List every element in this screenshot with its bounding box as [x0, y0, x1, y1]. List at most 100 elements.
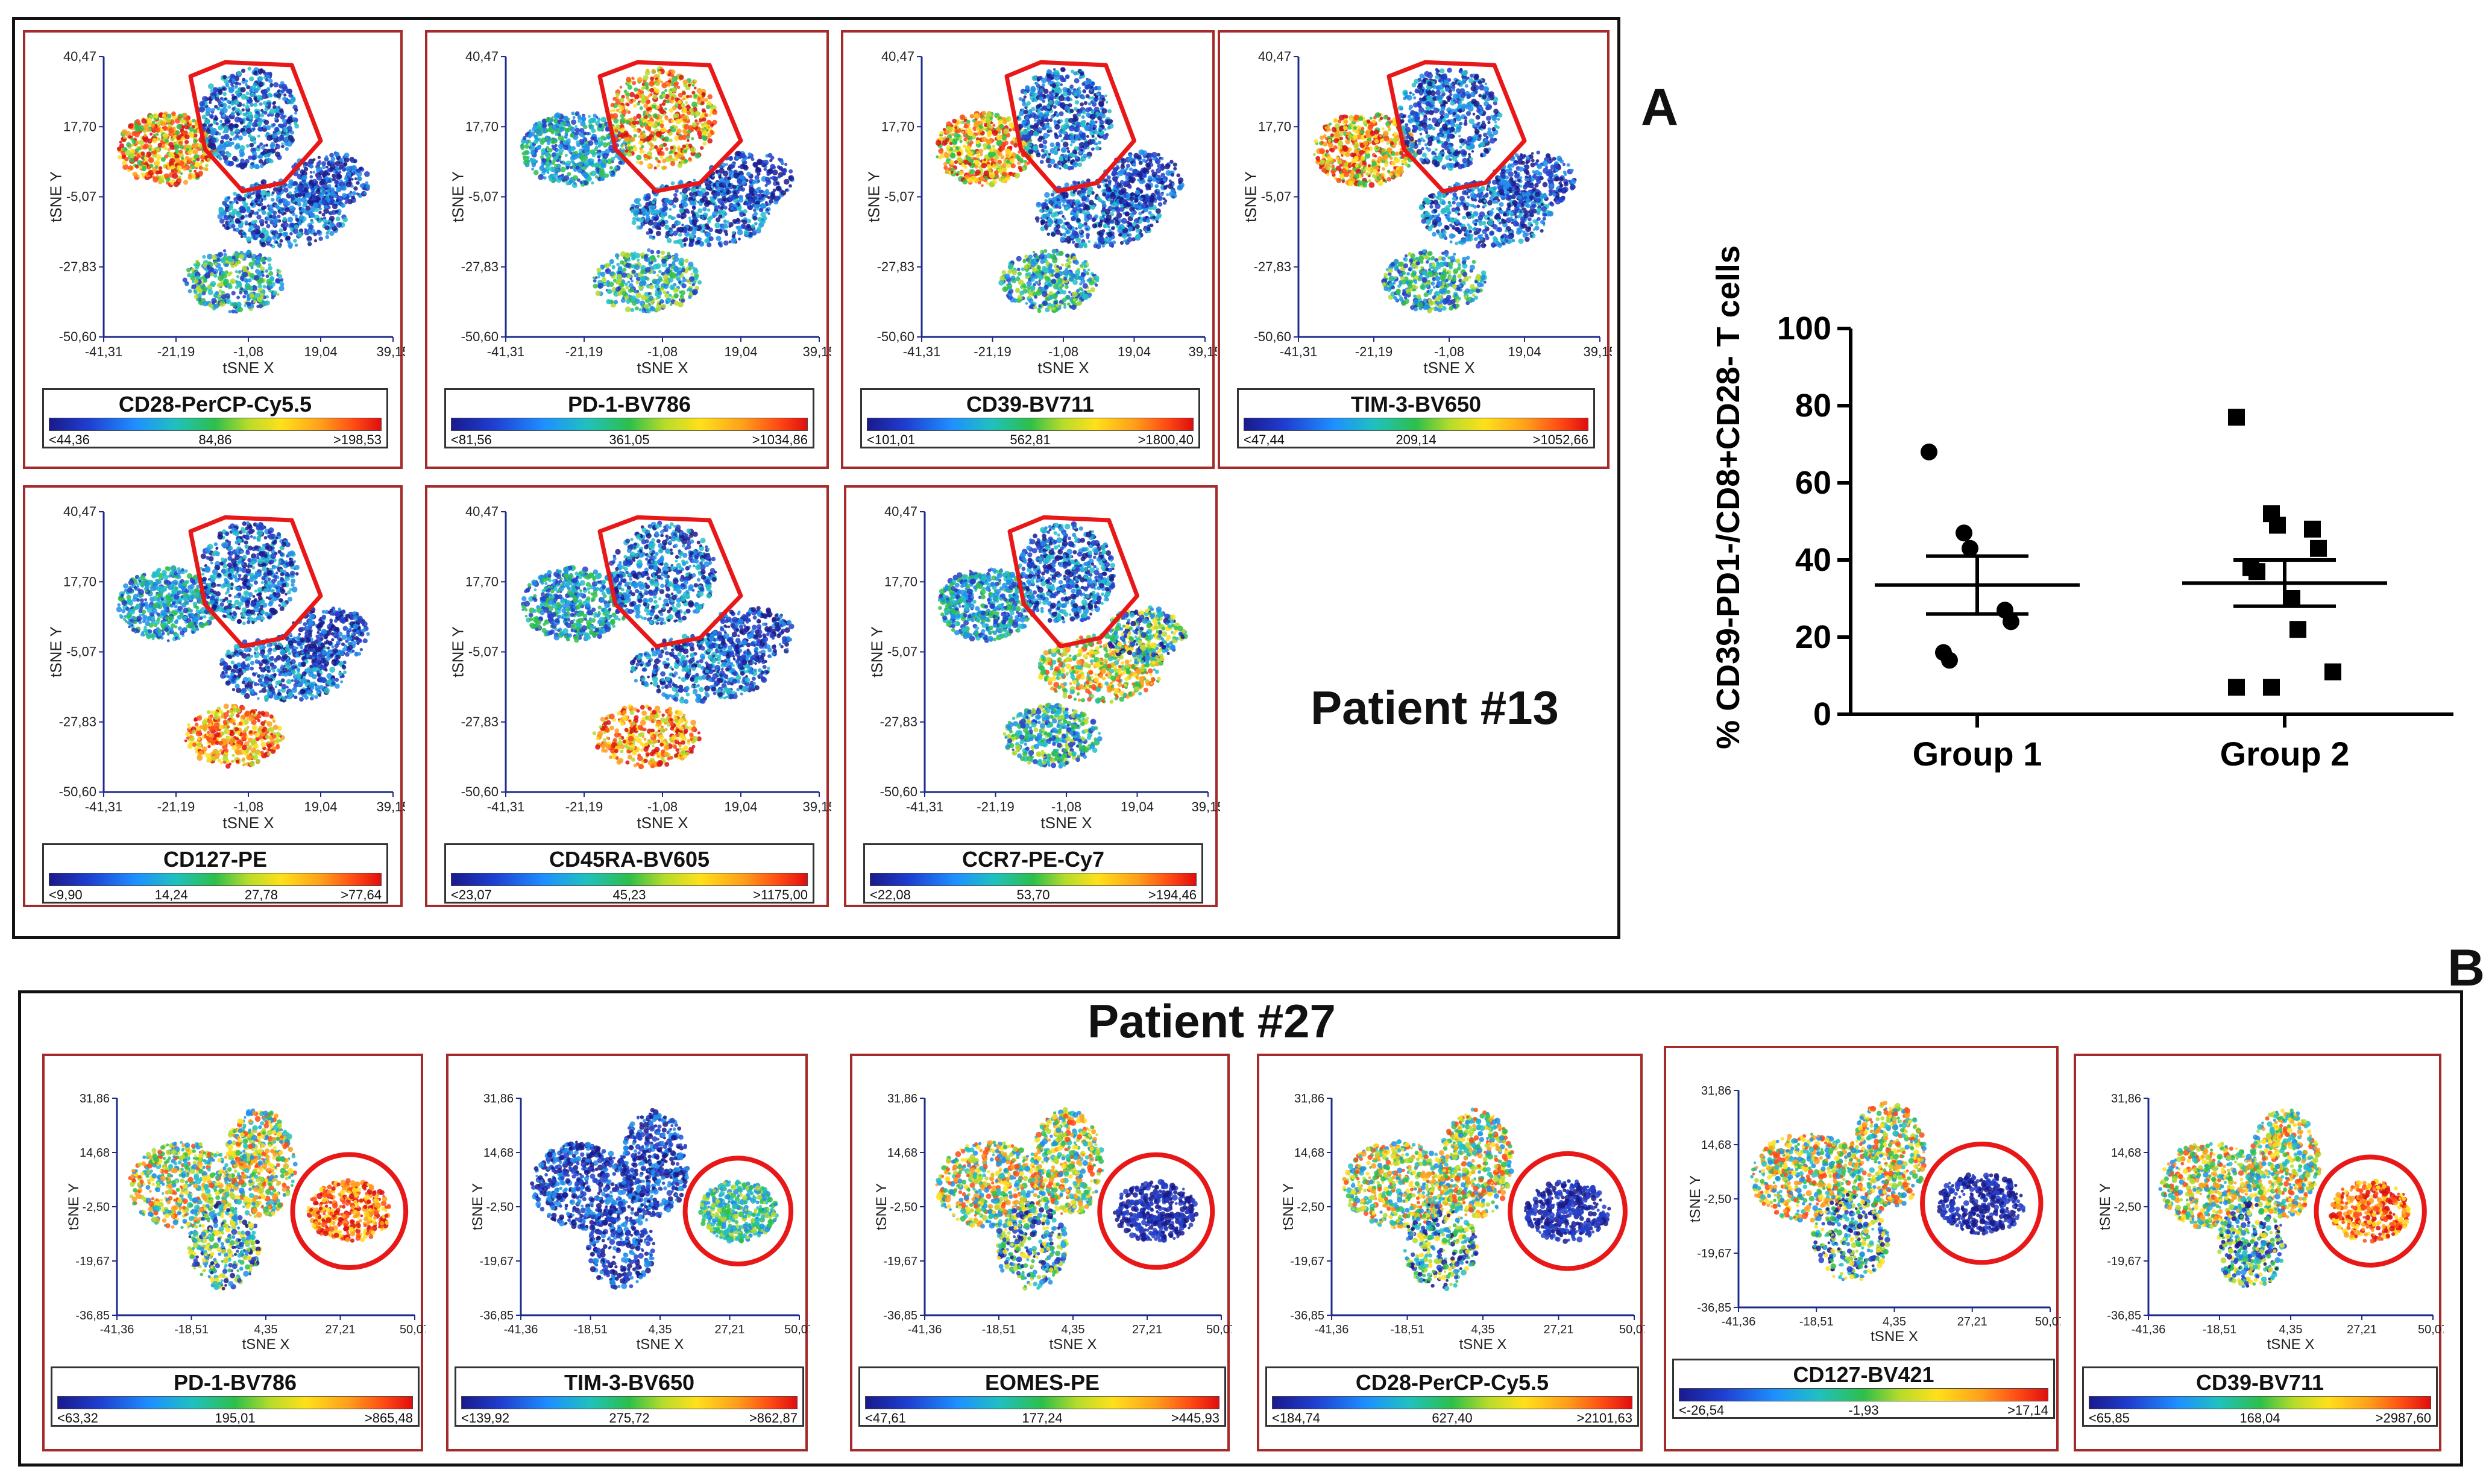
data-point-circle: [1921, 443, 1937, 461]
section-b-tsne-plot-5: 31,86 14,68 -2,50 -19,67 -36,85-41,36 -18,51 4…: [1687, 1084, 2061, 1345]
y-tick-label: -2,50: [890, 1201, 917, 1214]
x-axis-title: tSNE X: [637, 1336, 684, 1353]
y-tick-label: 17,70: [465, 574, 499, 589]
y-axis-title: tSNE Y: [47, 171, 65, 222]
y-tick-label: -50,60: [461, 329, 499, 344]
x-axis-title: tSNE X: [1423, 359, 1474, 377]
section-a-panel-5: 40,47 17,70 -5,07 -27,83 -50,60 -41,31 -21,19 -…: [23, 485, 405, 907]
x-tick-label: -1,08: [1051, 799, 1081, 814]
scale-low-value: <9,90: [49, 888, 83, 902]
marker-name: PD-1-BV786: [446, 394, 813, 415]
y-tick-label: 14,68: [483, 1146, 514, 1160]
y-tick-label: 20: [1795, 619, 1831, 655]
x-tick-label: 4,35: [1471, 1323, 1495, 1336]
scale-low-value: <47,44: [1244, 433, 1285, 447]
x-tick-label: -41,31: [1280, 344, 1317, 359]
marker-name: PD-1-BV786: [52, 1372, 418, 1394]
y-tick-label: -36,85: [883, 1309, 917, 1322]
y-tick-label: 40,47: [1258, 49, 1291, 64]
scale-high-value: >1175,00: [753, 888, 808, 902]
color-scale-legend: CD127-BV421 <-26,54 -1,93 >17,14: [1672, 1359, 2055, 1419]
marker-name: CD28-PerCP-Cy5.5: [1267, 1372, 1637, 1394]
scale-mid-value: -1,93: [1674, 1404, 2053, 1417]
section-a-tsne-plot-6: 40,47 17,70 -5,07 -27,83 -50,60-41,31 -21,19 -…: [449, 504, 831, 832]
x-axis-title: tSNE X: [242, 1336, 290, 1353]
y-tick-label: 0: [1813, 696, 1831, 732]
y-axis-title: tSNE Y: [449, 626, 467, 678]
y-tick-label: 40,47: [884, 504, 917, 519]
scale-mid-value: 14,24: [155, 888, 188, 902]
section-a-panel-6: 40,47 17,70 -5,07 -27,83 -50,60 -41,31 -21,19 -…: [425, 485, 831, 907]
scale-low-value: <81,56: [451, 433, 492, 447]
y-tick-label: -50,60: [877, 329, 914, 344]
y-axis-title: tSNE Y: [470, 1183, 486, 1230]
data-point-square: [2269, 517, 2286, 534]
y-tick-label: -27,83: [59, 259, 96, 274]
y-tick-label: -36,85: [1290, 1309, 1324, 1322]
x-category-label: Group 1: [1913, 735, 2042, 773]
x-tick-label: -21,19: [157, 344, 195, 359]
scale-low-value: <139,92: [461, 1412, 509, 1425]
y-axis-title: tSNE Y: [2097, 1183, 2113, 1230]
y-tick-label: 60: [1795, 465, 1831, 501]
y-tick-label: -27,83: [877, 259, 914, 274]
color-gradient-bar: [1679, 1388, 2048, 1401]
x-tick-label: 39,15: [1188, 344, 1217, 359]
y-tick-label: 40,47: [63, 504, 96, 519]
scale-high-value: >862,87: [749, 1412, 798, 1425]
y-tick-label: -27,83: [461, 259, 499, 274]
y-tick-label: -5,07: [66, 189, 96, 204]
y-tick-label: 31,86: [887, 1092, 917, 1105]
y-axis-title: tSNE Y: [66, 1183, 82, 1230]
color-scale-legend: TIM-3-BV650 <139,92 275,72 >862,87: [455, 1366, 804, 1427]
x-tick-label: 27,21: [1132, 1323, 1162, 1336]
x-tick-label: -1,08: [647, 799, 678, 814]
marker-name: CD127-PE: [44, 849, 386, 870]
section-a-tsne-plot-5: 40,47 17,70 -5,07 -27,83 -50,60-41,31 -21,19 -…: [47, 504, 405, 832]
marker-name: CD28-PerCP-Cy5.5: [44, 394, 386, 415]
y-tick-label: 31,86: [1294, 1092, 1324, 1105]
x-tick-label: 19,04: [304, 799, 337, 814]
x-tick-label: 19,04: [1121, 799, 1154, 814]
x-tick-label: 50,07: [1619, 1323, 1645, 1336]
y-axis-title: tSNE Y: [1242, 171, 1260, 222]
y-tick-label: 40,47: [63, 49, 96, 64]
figure-letter-a: A: [1641, 81, 1678, 133]
data-point-square: [2289, 621, 2306, 638]
y-axis-title: % CD39-PD1-/CD8+CD28- T cells: [1710, 245, 1746, 749]
x-tick-label: 39,15: [802, 799, 831, 814]
y-tick-label: 31,86: [483, 1092, 514, 1105]
x-tick-label: -41,36: [2132, 1323, 2166, 1336]
scale-low-value: <65,85: [2089, 1412, 2130, 1425]
y-tick-label: 14,68: [887, 1146, 917, 1160]
x-tick-label: 4,35: [1883, 1315, 1906, 1328]
color-scale-legend: CCR7-PE-Cy7 <22,08 53,70 >194,46: [863, 843, 1203, 904]
scale-mid-value: 195,01: [52, 1412, 418, 1425]
x-tick-label: 50,07: [400, 1323, 426, 1336]
patient-27-label: Patient #27: [1025, 998, 1399, 1045]
marker-name: CD45RA-BV605: [446, 849, 813, 870]
scale-high-value: >1800,40: [1138, 433, 1194, 447]
y-tick-label: -50,60: [59, 784, 96, 799]
color-gradient-bar: [461, 1396, 798, 1409]
x-tick-label: -21,19: [1355, 344, 1392, 359]
x-tick-label: 39,15: [376, 344, 405, 359]
density-cells: [116, 521, 370, 769]
x-tick-label: 50,07: [1206, 1323, 1232, 1336]
color-scale-legend: TIM-3-BV650 <47,44 209,14 >1052,66: [1237, 388, 1595, 448]
x-axis-title: tSNE X: [637, 359, 688, 377]
x-axis-title: tSNE X: [222, 814, 274, 832]
data-point-square: [2263, 679, 2280, 696]
color-scale-legend: PD-1-BV786 <81,56 361,05 >1034,86: [444, 388, 814, 448]
y-tick-label: 40: [1795, 542, 1831, 578]
x-tick-label: 27,21: [1957, 1315, 1987, 1328]
scale-high-value: >1052,66: [1533, 433, 1588, 447]
color-gradient-bar: [451, 873, 808, 886]
data-point-square: [2248, 563, 2265, 580]
scale-mid-value: 53,70: [865, 888, 1201, 902]
y-tick-label: -19,67: [2107, 1255, 2141, 1268]
x-axis-title: tSNE X: [2267, 1336, 2315, 1353]
section-a-panel-7: 40,47 17,70 -5,07 -27,83 -50,60 -41,31 -21,19 -…: [844, 485, 1220, 907]
x-tick-label: -21,19: [565, 344, 603, 359]
x-tick-label: 27,21: [1543, 1323, 1573, 1336]
